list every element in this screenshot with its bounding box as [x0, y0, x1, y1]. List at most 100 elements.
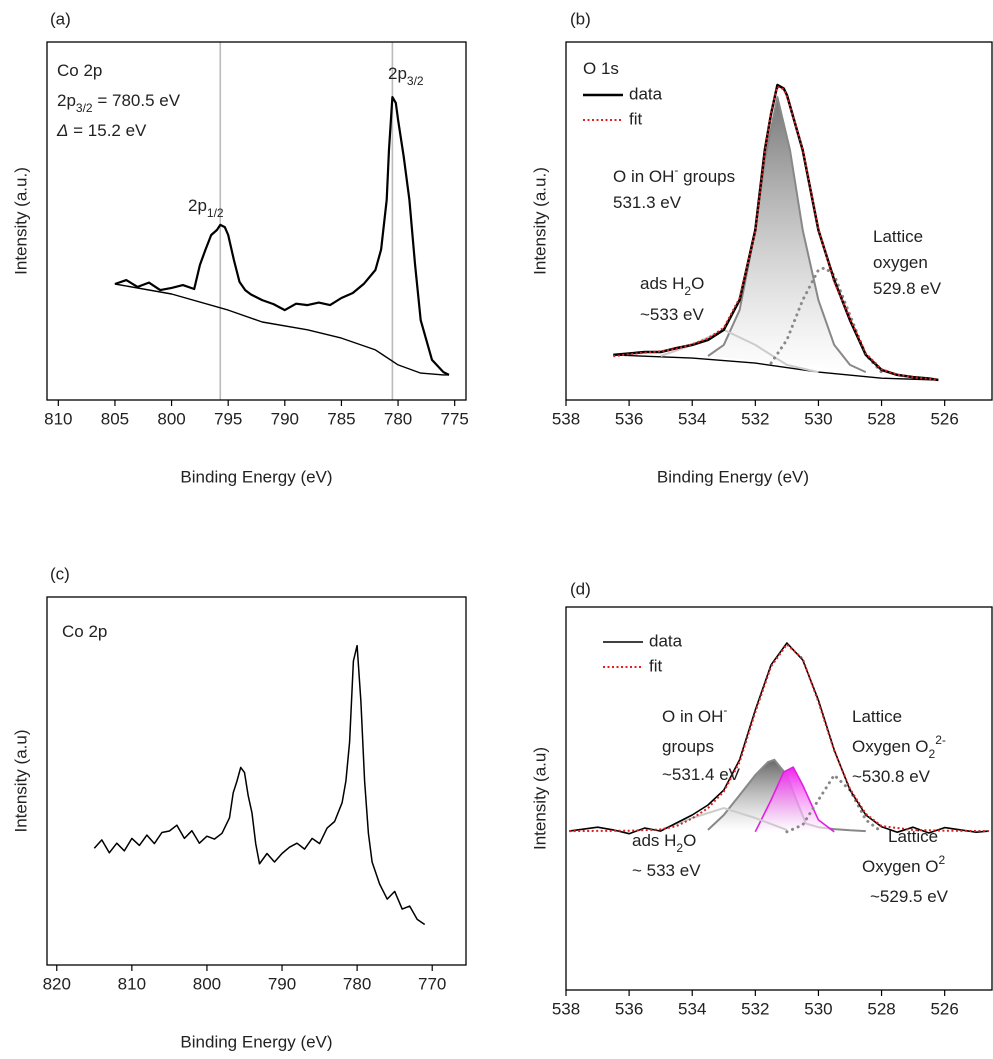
x-axis-title: Binding Energy (eV) — [657, 467, 809, 486]
legend-label: fit — [649, 656, 663, 675]
component-line — [754, 766, 835, 833]
annotation-text: O in OH — [613, 167, 674, 186]
annotation: O in OH- groups — [613, 163, 735, 186]
x-tick-label: 530 — [804, 409, 832, 428]
annotation: Lattice — [852, 707, 902, 726]
x-tick-label: 810 — [118, 974, 146, 993]
panel-label: (d) — [570, 579, 591, 598]
subscript: 3/2 — [76, 101, 93, 115]
annotation: ~533 eV — [640, 305, 704, 324]
x-tick-label: 536 — [615, 999, 643, 1018]
legend-label: fit — [629, 109, 643, 128]
x-tick-label: 780 — [384, 409, 412, 428]
annotation-text: Lattice — [873, 227, 923, 246]
annotation: ~530.8 eV — [852, 767, 931, 786]
annotation-text: Lattice — [888, 827, 938, 846]
x-tick-label: 532 — [741, 999, 769, 1018]
legend-label: data — [629, 84, 663, 103]
annotation: 2p3/2 — [388, 64, 424, 88]
annotation-text: groups — [662, 737, 714, 756]
x-tick-label: 800 — [193, 974, 221, 993]
annotation-text: O — [683, 831, 696, 850]
x-tick-label: 536 — [615, 409, 643, 428]
annotation-text: 531.3 eV — [613, 193, 682, 212]
annotation-text: 529.8 eV — [873, 279, 942, 298]
x-tick-label: 538 — [552, 999, 580, 1018]
x-tick-label: 526 — [930, 409, 958, 428]
annotation: Co 2p — [62, 622, 107, 641]
annotation-text: Co 2p — [62, 622, 107, 641]
annotation: ads H2O — [640, 274, 704, 298]
x-tick-label: 800 — [157, 409, 185, 428]
x-tick-label: 528 — [867, 999, 895, 1018]
annotation: ads H2O — [632, 831, 696, 855]
plot-frame — [46, 596, 467, 966]
annotation-text: O in OH — [662, 707, 723, 726]
x-tick-label: 530 — [804, 999, 832, 1018]
annotation-text: ~530.8 eV — [852, 767, 931, 786]
component-line — [613, 354, 939, 381]
annotation-text: 2p — [388, 64, 407, 83]
x-axis-title: Binding Energy (eV) — [180, 467, 332, 486]
annotation-text: Co 2p — [57, 61, 102, 80]
annotation: O in OH- — [662, 703, 727, 726]
annotation: Δ = 15.2 eV — [56, 121, 147, 140]
x-tick-label: 770 — [418, 974, 446, 993]
x-axis-title: Binding Energy (eV) — [657, 1057, 809, 1059]
annotation-text: 2p — [188, 196, 207, 215]
y-axis-title: Intensity (a.u.) — [530, 167, 549, 275]
annotation: 2p3/2 = 780.5 eV — [57, 91, 181, 115]
annotation-text: = 15.2 eV — [68, 121, 147, 140]
annotation-text: ads H — [632, 831, 676, 850]
annotation: O 1s — [583, 59, 619, 78]
subscript: 3/2 — [407, 74, 424, 88]
italic-text: Δ — [56, 121, 68, 140]
annotation: 529.8 eV — [873, 279, 942, 298]
superscript: 2- — [935, 733, 946, 747]
plot-frame — [565, 606, 993, 991]
annotation: ~ 533 eV — [632, 861, 701, 880]
x-tick-label: 790 — [268, 974, 296, 993]
plot-frame — [46, 41, 467, 401]
component-line — [707, 96, 867, 374]
component-line — [785, 773, 884, 834]
panel-label: (b) — [570, 9, 591, 28]
series-line — [613, 85, 939, 381]
x-tick-label: 785 — [327, 409, 355, 428]
subscript: 2 — [684, 284, 691, 298]
y-axis-title: Intensity (a.u) — [11, 730, 30, 833]
annotation: groups — [662, 737, 714, 756]
component-line — [660, 807, 788, 831]
y-axis-title: Intensity (a.u.) — [11, 167, 30, 275]
annotation: Lattice — [873, 227, 923, 246]
subscript: 1/2 — [207, 206, 224, 220]
x-tick-label: 820 — [43, 974, 71, 993]
x-tick-label: 538 — [552, 409, 580, 428]
x-tick-label: 775 — [440, 409, 468, 428]
x-axis-title: Binding Energy (eV) — [180, 1032, 332, 1051]
plot-frame — [565, 41, 993, 401]
component-line — [114, 283, 449, 376]
superscript: - — [723, 703, 727, 717]
annotation: 2p1/2 — [188, 196, 224, 220]
y-axis-title: Intensity (a.u) — [530, 747, 549, 850]
superscript: - — [674, 163, 678, 177]
annotation: Oxygen O22- — [852, 733, 946, 761]
component-line — [93, 644, 426, 926]
annotation-text: ~533 eV — [640, 305, 704, 324]
x-tick-label: 780 — [343, 974, 371, 993]
x-tick-label: 790 — [271, 409, 299, 428]
annotation-text: Lattice — [852, 707, 902, 726]
annotation: Co 2p — [57, 61, 102, 80]
x-tick-label: 534 — [678, 999, 706, 1018]
annotation-text: groups — [678, 167, 735, 186]
x-tick-label: 528 — [867, 409, 895, 428]
annotation-text: Oxygen O — [852, 737, 929, 756]
x-tick-label: 805 — [101, 409, 129, 428]
annotation-text: ~529.5 eV — [870, 887, 949, 906]
legend-label: data — [649, 631, 683, 650]
annotation-text: oxygen — [873, 253, 928, 272]
annotation: ~531.4 eV — [662, 765, 741, 784]
subscript: 2 — [676, 841, 683, 855]
